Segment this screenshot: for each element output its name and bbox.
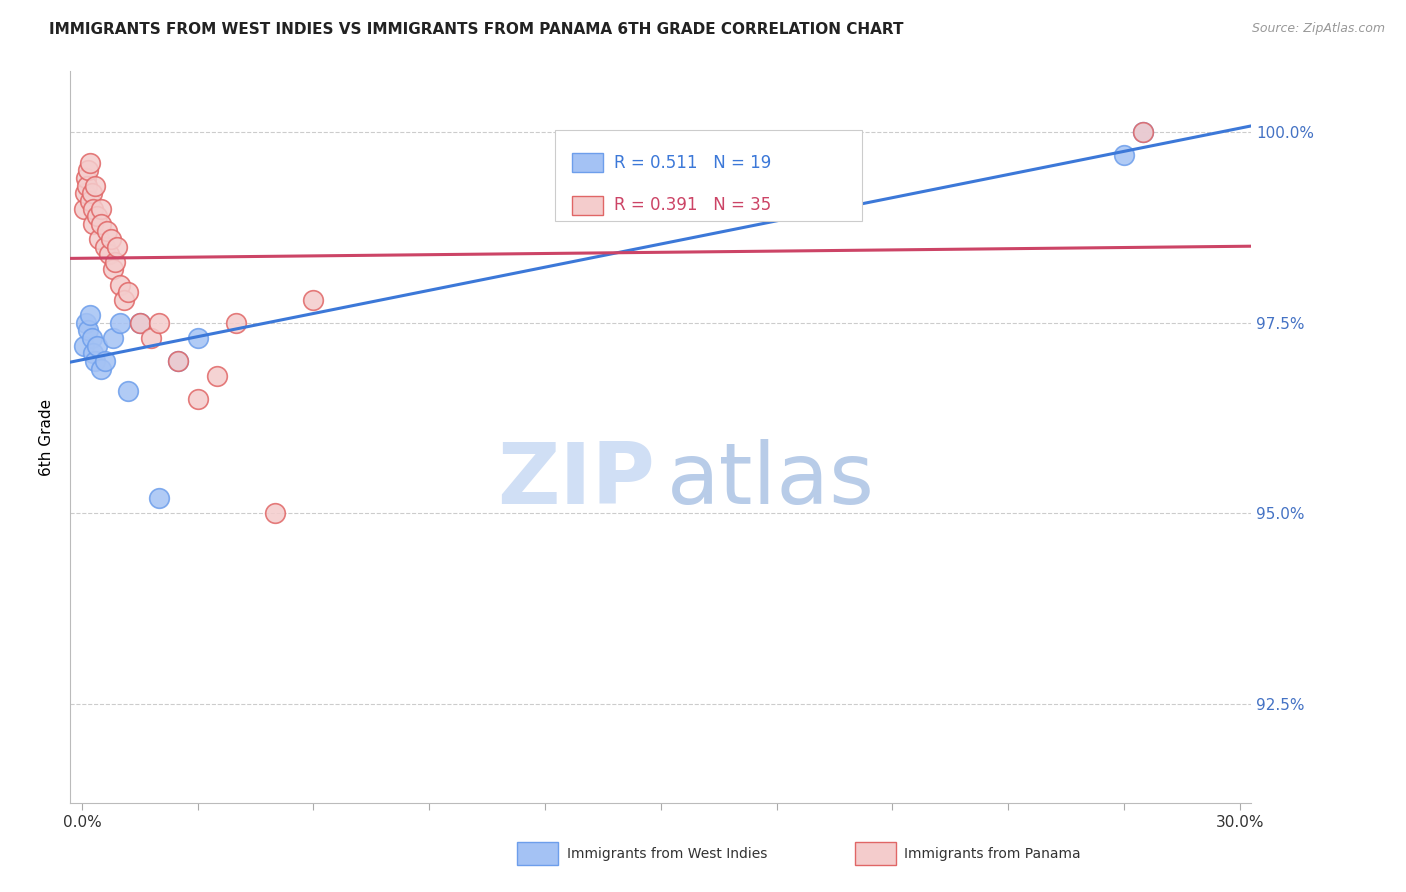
- Point: [96, 224, 118, 238]
- Point: [90, 202, 112, 216]
- FancyBboxPatch shape: [554, 130, 862, 221]
- Text: R = 0.391   N = 35: R = 0.391 N = 35: [613, 196, 770, 214]
- Point: [187, 331, 209, 345]
- Point: [76, 178, 98, 193]
- Point: [302, 293, 325, 307]
- Point: [84, 178, 107, 193]
- Point: [141, 331, 163, 345]
- Point: [1112, 148, 1135, 162]
- Point: [110, 316, 132, 330]
- Text: ZIP: ZIP: [498, 440, 655, 523]
- Point: [117, 384, 139, 399]
- Point: [97, 247, 120, 261]
- Point: [73, 186, 96, 201]
- Y-axis label: 6th Grade: 6th Grade: [39, 399, 55, 475]
- Point: [73, 202, 96, 216]
- Point: [225, 316, 247, 330]
- Point: [117, 285, 139, 300]
- Point: [101, 262, 124, 277]
- Point: [76, 163, 98, 178]
- Text: Immigrants from Panama: Immigrants from Panama: [904, 847, 1081, 861]
- Point: [104, 255, 127, 269]
- Point: [101, 331, 124, 345]
- Point: [90, 361, 112, 376]
- Point: [187, 392, 209, 406]
- Point: [89, 232, 111, 246]
- Point: [75, 171, 97, 186]
- Point: [148, 316, 170, 330]
- Point: [128, 316, 150, 330]
- Point: [79, 155, 101, 169]
- Point: [79, 308, 101, 322]
- Point: [128, 316, 150, 330]
- Text: IMMIGRANTS FROM WEST INDIES VS IMMIGRANTS FROM PANAMA 6TH GRADE CORRELATION CHAR: IMMIGRANTS FROM WEST INDIES VS IMMIGRANT…: [49, 22, 904, 37]
- Point: [82, 202, 104, 216]
- Point: [90, 217, 112, 231]
- Point: [100, 232, 122, 246]
- Point: [1132, 125, 1154, 139]
- Point: [80, 331, 103, 345]
- Point: [73, 338, 96, 352]
- Point: [84, 354, 107, 368]
- Point: [80, 186, 103, 201]
- Point: [105, 239, 128, 253]
- Point: [112, 293, 135, 307]
- FancyBboxPatch shape: [572, 153, 603, 172]
- Text: Immigrants from West Indies: Immigrants from West Indies: [567, 847, 768, 861]
- Point: [167, 354, 190, 368]
- Point: [82, 217, 104, 231]
- Point: [94, 239, 117, 253]
- Point: [79, 194, 101, 208]
- Point: [1132, 125, 1154, 139]
- Point: [263, 506, 285, 520]
- Point: [148, 491, 170, 505]
- Point: [76, 323, 98, 337]
- Point: [82, 346, 104, 360]
- Point: [205, 369, 228, 384]
- Point: [167, 354, 190, 368]
- Point: [110, 277, 132, 292]
- Point: [75, 316, 97, 330]
- FancyBboxPatch shape: [572, 195, 603, 215]
- Point: [86, 338, 108, 352]
- Point: [94, 354, 117, 368]
- Point: [86, 209, 108, 223]
- Text: R = 0.511   N = 19: R = 0.511 N = 19: [613, 154, 770, 172]
- Text: atlas: atlas: [666, 440, 875, 523]
- Text: Source: ZipAtlas.com: Source: ZipAtlas.com: [1251, 22, 1385, 36]
